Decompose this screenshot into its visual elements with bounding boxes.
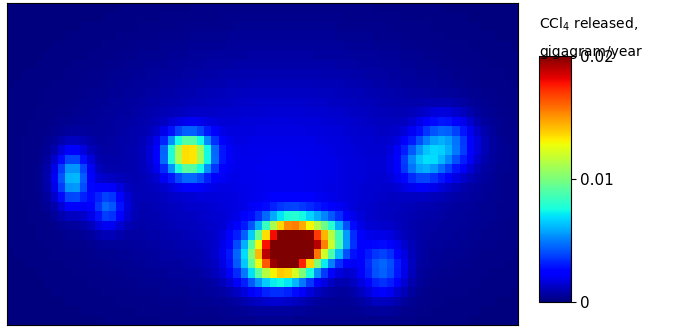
Text: gigagram/year: gigagram/year — [539, 45, 642, 59]
Text: CCl$_4$ released,: CCl$_4$ released, — [539, 15, 638, 33]
